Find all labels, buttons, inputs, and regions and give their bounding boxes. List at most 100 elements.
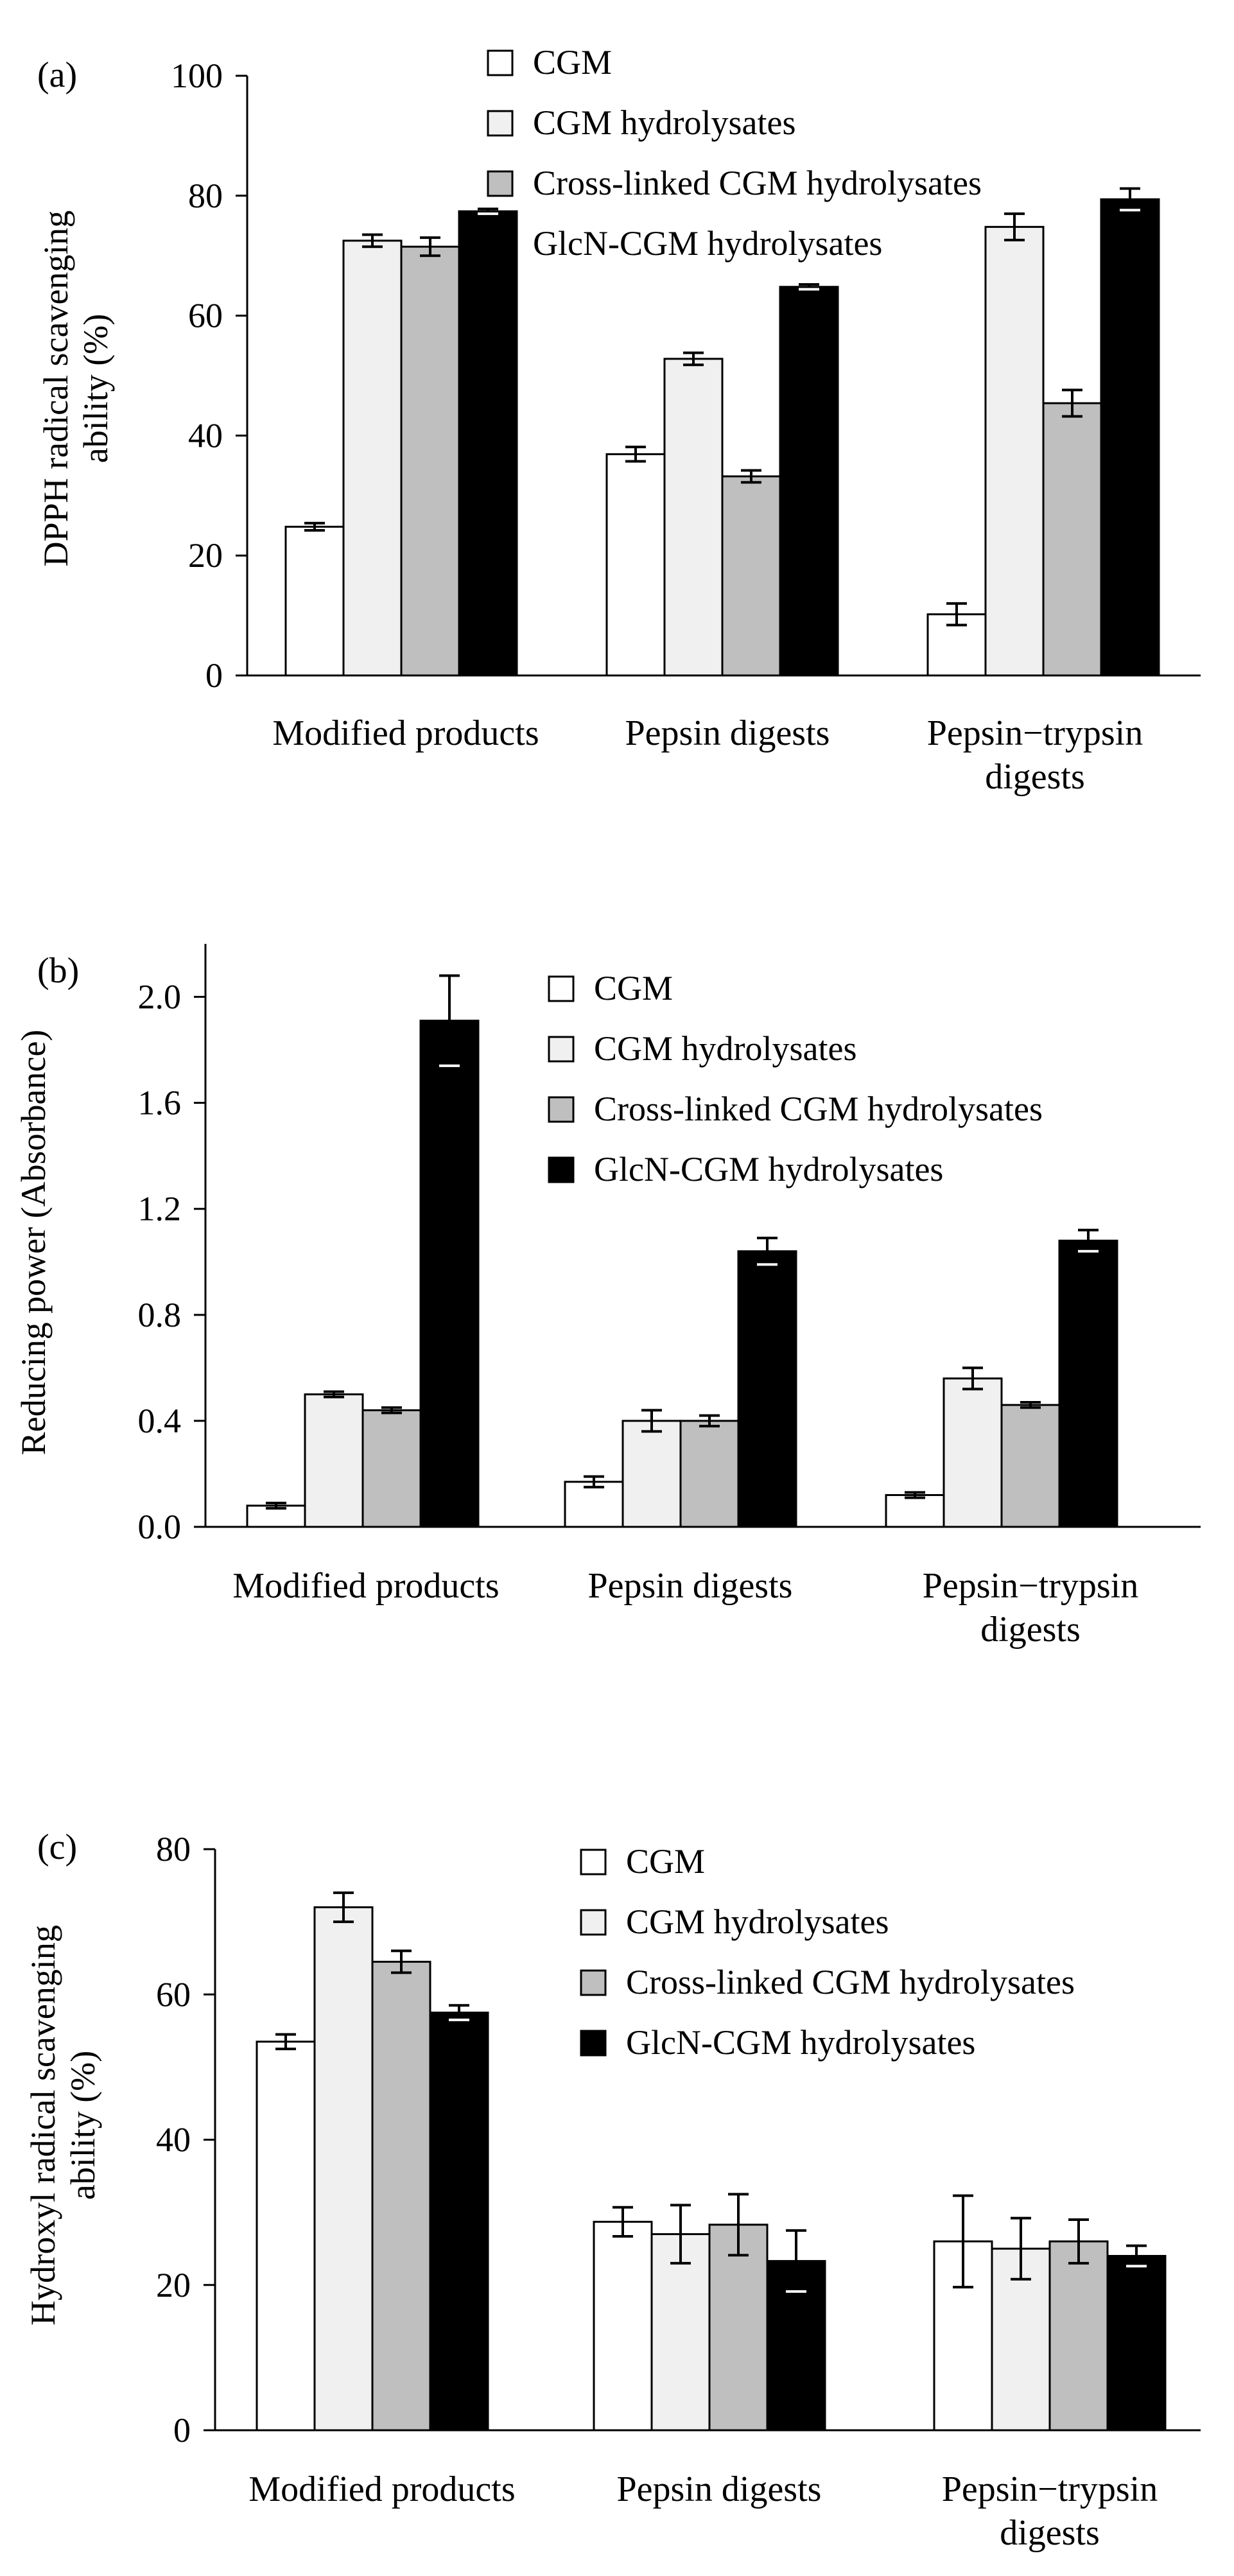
error-bar [1062, 388, 1082, 418]
y-tick-label: 60 [156, 1975, 191, 2014]
bar-cgm-hydrolysates-1 [313, 1906, 374, 2432]
bar-cgm-3 [885, 1493, 945, 1528]
legend-label: GlcN-CGM hydrolysates [533, 224, 882, 263]
legend-swatch [580, 1849, 607, 1875]
bar-cgm-hydrolysates-2 [621, 1420, 682, 1528]
error-bar [799, 283, 819, 291]
legend-swatch [580, 1909, 607, 1936]
error-bar [641, 1409, 662, 1433]
error-bar [333, 1891, 354, 1924]
legend-swatch [548, 1036, 575, 1063]
legend-swatch [548, 1156, 575, 1183]
error-bar [420, 236, 440, 257]
panel-label: (a) [37, 55, 77, 95]
bar-cross-linked-cgm-hydrolysates-2 [708, 2224, 769, 2432]
bar-cgm-hydrolysates-3 [943, 1377, 1003, 1528]
error-bar [275, 2033, 296, 2051]
error-bar [683, 351, 704, 367]
error-bar [1068, 2218, 1089, 2265]
error-bar [670, 2204, 691, 2265]
error-bar [625, 446, 646, 463]
error-bar [1011, 2216, 1031, 2281]
error-bar [757, 1237, 778, 1266]
legend-swatch [548, 1096, 575, 1123]
panel-label: (c) [37, 1827, 77, 1867]
legend-swatch [580, 1969, 607, 1996]
bar-cross-linked-cgm-hydrolysates-1 [371, 1960, 431, 2432]
y-tick-label: 20 [188, 536, 223, 575]
legend-label: GlcN-CGM hydrolysates [626, 2023, 975, 2062]
bar-cgm-2 [605, 453, 666, 677]
error-bar [449, 2004, 469, 2021]
y-tick-label: 0 [173, 2411, 191, 2450]
error-bar [699, 1414, 720, 1428]
legend-label: CGM [533, 43, 612, 82]
legend-label: CGM [626, 1842, 705, 1881]
y-tick-label: 0.0 [138, 1508, 182, 1546]
error-bar [1120, 187, 1140, 212]
y-tick-label: 40 [156, 2121, 191, 2159]
legend-swatch [487, 49, 514, 76]
x-category-label: Modified products [272, 713, 539, 753]
legend-swatch [580, 2030, 607, 2057]
error-bar [391, 1949, 412, 1974]
error-bar [728, 2193, 749, 2257]
x-category-label: digests [1000, 2513, 1100, 2553]
chart-panel-3: (c) 0 20 40 60 80 Hydroxyl radical scavenging a… [24, 1827, 1201, 2553]
legend-label: GlcN-CGM hydrolysates [594, 1150, 943, 1188]
bar-cross-linked-cgm-hydrolysates-3 [1042, 402, 1102, 677]
error-bar [741, 469, 761, 484]
bar-glcn-cgm-hydrolysates-3 [1058, 1239, 1118, 1528]
legend-label: CGM [594, 969, 673, 1007]
error-bar [905, 1491, 925, 1499]
error-bar [1078, 1228, 1099, 1253]
bar-glcn-cgm-hydrolysates-3 [1106, 2255, 1167, 2432]
error-bar [1004, 212, 1025, 241]
legend-swatch [487, 110, 514, 137]
chart-panel-2: (b) 0.0 0.4 0.8 1.2 1.6 2.0 Reducing power (Abs… [14, 944, 1201, 1649]
bar-cross-linked-cgm-hydrolysates-1 [361, 1409, 422, 1528]
y-axis-label: Reducing power (Absorbance) [14, 1030, 53, 1456]
y-tick-label: 40 [188, 416, 223, 455]
error-bar [266, 1501, 286, 1510]
bar-cgm-2 [593, 2220, 653, 2432]
error-bar [946, 602, 967, 627]
x-category-label: digests [980, 1610, 1081, 1649]
x-category-label: Modified products [248, 2469, 515, 2509]
bar-glcn-cgm-hydrolysates-1 [429, 2012, 489, 2432]
y-tick-label: 0.8 [138, 1296, 182, 1334]
error-bar [584, 1475, 604, 1489]
legend-label: Cross-linked CGM hydrolysates [626, 1963, 1075, 2001]
bar-glcn-cgm-hydrolysates-1 [419, 1020, 480, 1528]
legend-swatch [548, 975, 575, 1002]
chart-panel-1: (a) 0 20 40 60 80 100 DPPH radical scavenging ab… [37, 43, 1201, 797]
error-bar [1020, 1401, 1041, 1409]
x-category-label: Pepsin−trypsin [942, 2469, 1158, 2509]
panel-label: (b) [37, 951, 79, 991]
error-bar [613, 2206, 633, 2238]
y-tick-label: 80 [156, 1830, 191, 1868]
error-bar [304, 521, 325, 532]
y-axis-label: DPPH radical scavenging [37, 211, 75, 567]
x-category-label: digests [985, 757, 1085, 797]
bar-cgm-1 [284, 525, 345, 677]
y-tick-label: 80 [188, 177, 223, 215]
error-bar [786, 2229, 806, 2293]
bar-cross-linked-cgm-hydrolysates-1 [400, 245, 460, 677]
bar-glcn-cgm-hydrolysates-1 [458, 210, 518, 677]
error-bar [439, 974, 460, 1067]
legend-label: Cross-linked CGM hydrolysates [594, 1090, 1043, 1128]
bar-cgm-1 [256, 2041, 316, 2432]
x-category-label: Pepsin digests [617, 2469, 822, 2509]
y-tick-label: 1.6 [138, 1084, 182, 1122]
y-tick-label: 0.4 [138, 1402, 182, 1440]
x-category-label: Pepsin digests [588, 1566, 793, 1606]
legend-swatch [487, 231, 514, 257]
bar-cross-linked-cgm-hydrolysates-2 [721, 475, 781, 677]
error-bar [1126, 2244, 1147, 2268]
y-axis-label: ability (%) [76, 314, 115, 463]
bar-glcn-cgm-hydrolysates-2 [779, 286, 839, 677]
bar-cross-linked-cgm-hydrolysates-2 [679, 1420, 740, 1528]
x-category-label: Modified products [232, 1566, 499, 1606]
bar-cgm-hydrolysates-3 [984, 225, 1045, 677]
